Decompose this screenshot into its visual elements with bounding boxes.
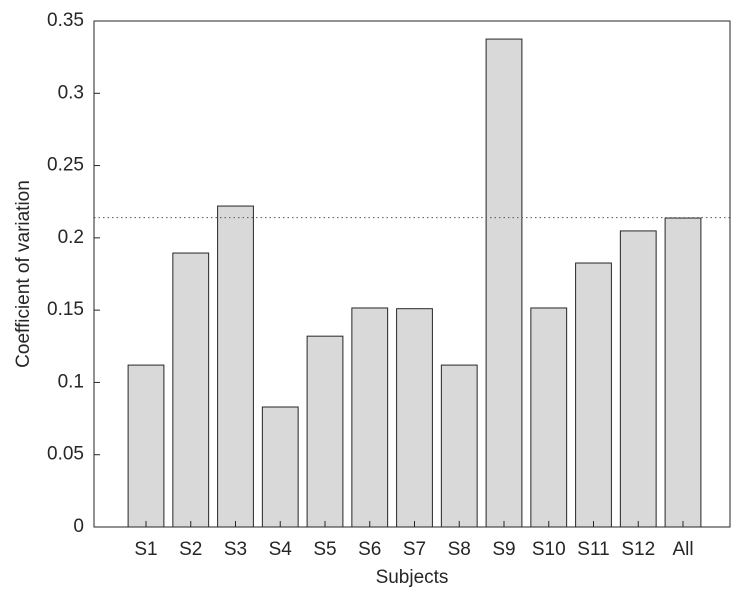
x-tick-label: All [672,539,693,560]
bar [261,406,299,528]
x-tick-label: S8 [448,539,471,560]
y-tick-label: 0.25 [47,155,84,176]
x-tick-label: S7 [403,539,426,560]
x-tick-label: S10 [532,539,566,560]
bar [485,38,523,528]
x-tick-label: S11 [577,539,609,560]
x-tick-label: S2 [179,539,202,560]
bar [172,252,210,528]
x-tick-label: S9 [492,539,515,560]
x-tick-label: S6 [358,539,381,560]
x-tick-label: S1 [134,539,157,560]
x-tick-label: S4 [269,539,293,560]
bar [127,364,165,528]
y-tick-label: 0 [73,516,84,537]
y-tick-label: 0.05 [47,444,84,465]
bar [351,307,389,528]
axes-box [93,20,731,528]
y-tick-label: 0.15 [47,299,84,320]
y-tick-label: 0.3 [58,82,84,103]
bar [440,364,478,528]
bar [530,307,568,528]
bar [619,230,657,528]
bar [664,217,702,528]
y-tick-label: 0.1 [58,371,84,392]
bar [396,308,433,528]
bar [306,335,344,528]
bar [217,205,254,528]
x-tick-label: S5 [313,539,336,560]
x-tick-label: S12 [621,539,655,560]
x-axis-label: Subjects [376,567,449,588]
bar [575,262,612,528]
y-tick-label: 0.35 [47,10,84,31]
y-tick-label: 0.2 [58,227,84,248]
y-axis-label: Coefficient of variation [13,180,34,368]
x-tick-label: S3 [224,539,247,560]
